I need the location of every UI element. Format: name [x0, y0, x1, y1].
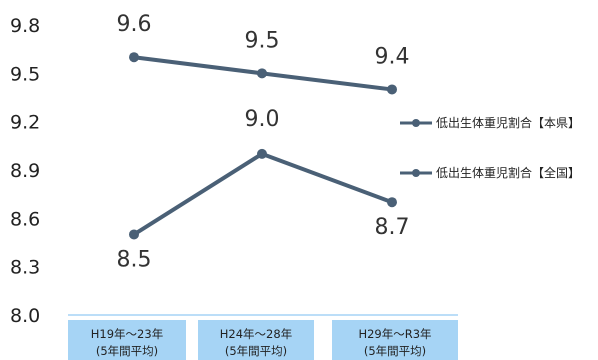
legend-label-0: 低出生体重児割合【本県】 [436, 115, 580, 130]
legend-marker-1 [412, 169, 420, 177]
y-tick-label-6: 9.8 [10, 15, 40, 37]
series-line-1 [132, 151, 394, 237]
y-tick-label-5: 9.5 [10, 63, 40, 85]
category-label-2-line-1: H29年～R3年 [358, 327, 431, 341]
category-box-0 [68, 320, 186, 360]
category-label-2-line-2: (5年間平均) [364, 344, 426, 358]
category-box-2 [332, 320, 458, 360]
y-tick-label-2: 8.6 [10, 208, 40, 230]
series-1-data-label-2: 8.7 [375, 215, 410, 240]
category-label-1-line-2: (5年間平均) [225, 344, 287, 358]
series-0-point-2 [387, 84, 397, 95]
series-1-data-label-0: 8.5 [117, 247, 152, 272]
category-label-1-line-1: H24年～28年 [220, 327, 292, 341]
series-1-data-label-1: 9.0 [245, 107, 280, 132]
y-tick-label-1: 8.3 [10, 257, 40, 279]
category-label-0-line-1: H19年～23年 [91, 327, 163, 341]
legend-label-1: 低出生体重児割合【全国】 [436, 165, 580, 180]
series-0-point-0 [129, 52, 139, 63]
y-tick-label-4: 9.2 [10, 112, 40, 134]
y-tick-label-0: 8.0 [10, 305, 40, 327]
y-tick-label-3: 8.9 [10, 160, 40, 182]
series-0-data-label-1: 9.5 [245, 28, 280, 53]
category-label-0-line-2: (5年間平均) [96, 344, 158, 358]
series-1-point-1 [257, 148, 267, 159]
series-1-point-0 [129, 229, 139, 240]
legend-marker-0 [412, 119, 420, 127]
category-box-1 [198, 320, 314, 360]
series-0-data-label-2: 9.4 [375, 44, 410, 69]
series-1-point-2 [387, 197, 397, 208]
series-0-point-1 [257, 68, 267, 79]
series-0-data-label-0: 9.6 [117, 12, 152, 37]
